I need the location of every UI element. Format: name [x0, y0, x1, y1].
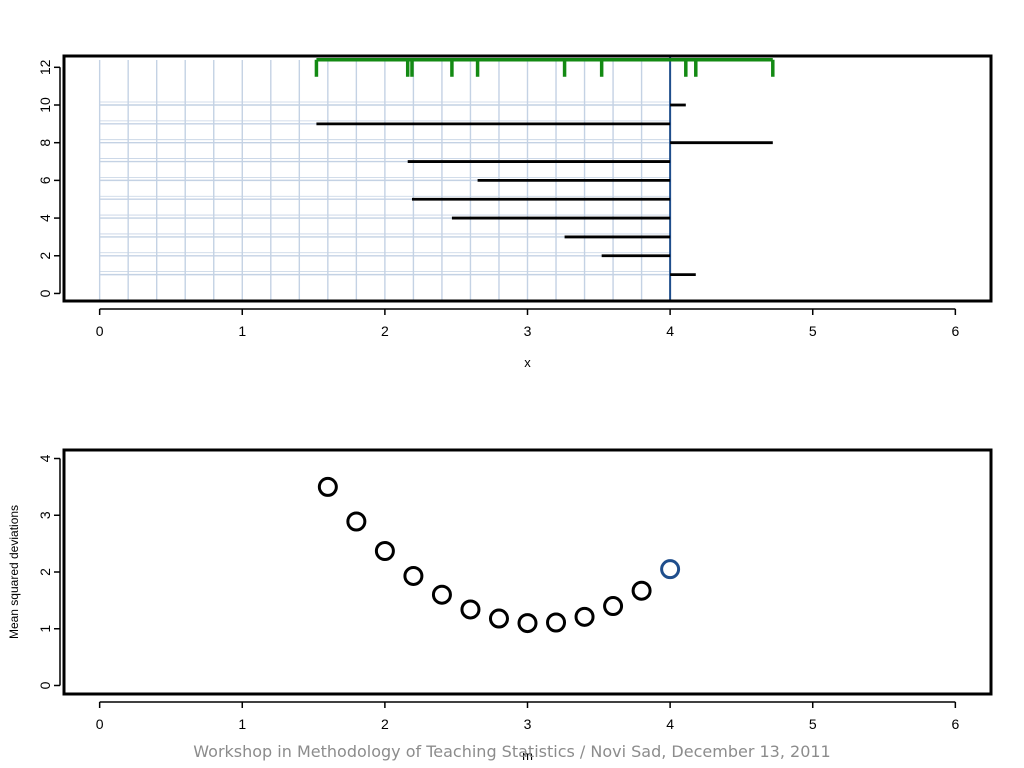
x-tick-label: 2 [381, 716, 389, 732]
msd-point-9 [546, 612, 567, 633]
x-tick-label: 0 [96, 323, 104, 339]
msd-point-3 [374, 541, 395, 562]
y-axis-title: Mean squared deviations [7, 505, 21, 639]
x-tick-label: 0 [96, 716, 104, 732]
x-tick-label: 1 [238, 323, 246, 339]
y-tick-label: 2 [37, 568, 53, 576]
msd-point-6 [460, 599, 481, 620]
slide-footer: Workshop in Methodology of Teaching Stat… [193, 742, 831, 761]
msd-point-10 [574, 606, 595, 627]
msd-point-4 [403, 565, 424, 586]
msd-point-8 [517, 613, 538, 634]
y-tick-label: 6 [37, 176, 53, 184]
msd-point-7 [488, 608, 509, 629]
msd-point-12 [631, 580, 652, 601]
x-axis-title: x [524, 355, 531, 370]
msd-point-11 [603, 596, 624, 617]
x-tick-label: 4 [666, 323, 674, 339]
y-tick-label: 4 [37, 214, 53, 222]
x-tick-label: 6 [951, 323, 959, 339]
y-tick-label: 1 [37, 625, 53, 633]
y-tick-label: 0 [37, 289, 53, 297]
plot-frame-bottom [62, 448, 993, 696]
x-tick-label: 1 [238, 716, 246, 732]
chart-1-axes: 0 1 2 3 4 5 6 0 1 2 3 4 m Mean squared deviations [7, 454, 959, 763]
msd-point-2 [346, 511, 367, 532]
x-tick-label: 2 [381, 323, 389, 339]
plot-frame-top [62, 54, 993, 303]
y-tick-label: 10 [37, 97, 53, 113]
y-tick-label: 0 [37, 681, 53, 689]
x-tick-label: 5 [809, 323, 817, 339]
y-tick-label: 3 [37, 511, 53, 519]
x-tick-label: 3 [524, 716, 532, 732]
x-tick-label: 6 [951, 716, 959, 732]
x-axis-title: m [522, 748, 533, 763]
msd-point-5 [431, 584, 452, 605]
x-tick-label: 3 [524, 323, 532, 339]
y-tick-label: 4 [37, 454, 53, 462]
y-tick-label: 2 [37, 252, 53, 260]
highlighted-point [660, 559, 681, 580]
y-tick-label: 8 [37, 139, 53, 147]
x-tick-label: 5 [809, 716, 817, 732]
msd-point-1 [317, 476, 338, 497]
x-tick-label: 4 [666, 716, 674, 732]
y-tick-label: 12 [37, 59, 53, 75]
